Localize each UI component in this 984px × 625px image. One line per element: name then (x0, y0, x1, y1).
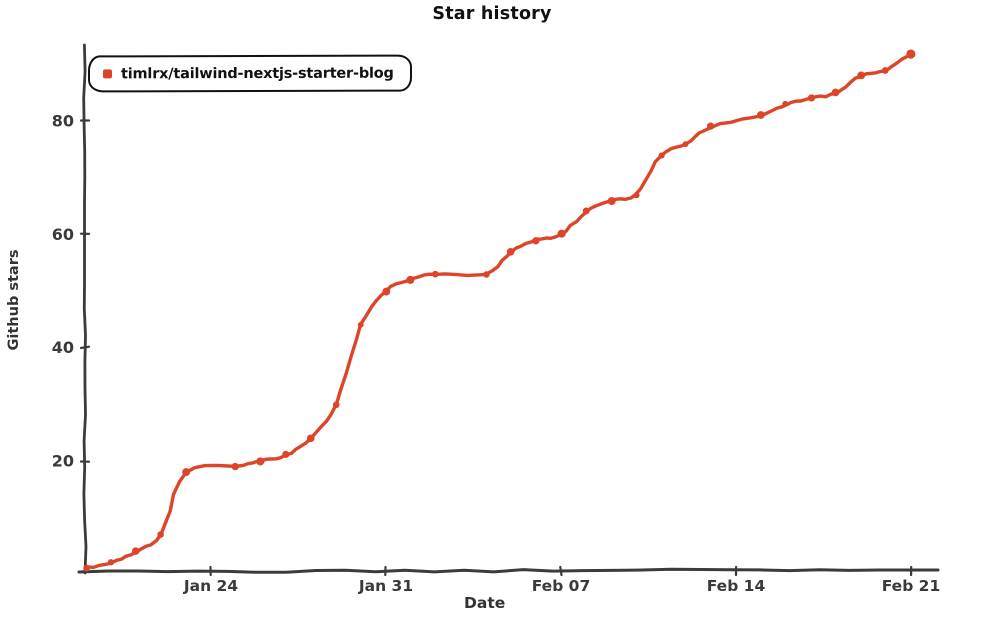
data-point[interactable] (431, 270, 439, 278)
x-tick-mark (559, 565, 563, 577)
x-tick-label: Jan 31 (358, 577, 413, 595)
data-point[interactable] (483, 271, 490, 278)
data-point[interactable] (306, 434, 315, 443)
y-tick-label: 60 (52, 225, 74, 244)
series-marker-icon (102, 69, 113, 79)
data-point[interactable] (831, 88, 840, 97)
data-point[interactable] (906, 49, 916, 59)
x-tick-label: Feb 07 (532, 577, 591, 595)
data-point[interactable] (881, 67, 889, 74)
chart-title: Star history (432, 4, 552, 24)
data-point[interactable] (682, 141, 689, 148)
data-point[interactable] (557, 229, 566, 238)
legend-series-label: timlrx/tailwind-nextjs-starter-blog (120, 65, 394, 82)
x-tick-label: Feb 21 (882, 577, 941, 595)
data-point[interactable] (256, 457, 265, 466)
data-point[interactable] (357, 321, 364, 328)
series-line (84, 51, 913, 570)
data-point[interactable] (756, 111, 765, 119)
data-point[interactable] (506, 247, 515, 256)
x-tick-label: Feb 14 (707, 577, 766, 595)
data-point[interactable] (231, 462, 239, 471)
data-point[interactable] (607, 197, 616, 206)
data-point[interactable] (633, 192, 640, 199)
data-point[interactable] (332, 401, 340, 409)
y-axis-line (82, 43, 88, 575)
data-point[interactable] (157, 531, 164, 538)
y-tick-label: 20 (52, 451, 74, 470)
data-point[interactable] (658, 152, 665, 159)
x-tick-label: Jan 24 (183, 577, 238, 595)
data-point[interactable] (282, 450, 290, 459)
data-point[interactable] (182, 468, 191, 476)
x-axis-line (77, 567, 940, 574)
data-point[interactable] (107, 559, 115, 566)
data-point[interactable] (532, 237, 540, 245)
y-tick-mark (79, 345, 91, 350)
data-point[interactable] (807, 94, 816, 102)
y-tick-label: 40 (52, 338, 74, 357)
data-point[interactable] (83, 564, 91, 572)
data-point[interactable] (132, 547, 140, 555)
data-point[interactable] (406, 275, 415, 284)
data-point[interactable] (706, 122, 715, 130)
data-point[interactable] (382, 287, 391, 296)
data-point[interactable] (782, 100, 789, 107)
x-axis-title: Date (464, 594, 506, 612)
y-tick-label: 80 (52, 112, 74, 131)
data-point[interactable] (582, 207, 590, 215)
data-point[interactable] (857, 71, 866, 80)
legend: timlrx/tailwind-nextjs-starter-blog (87, 54, 412, 93)
